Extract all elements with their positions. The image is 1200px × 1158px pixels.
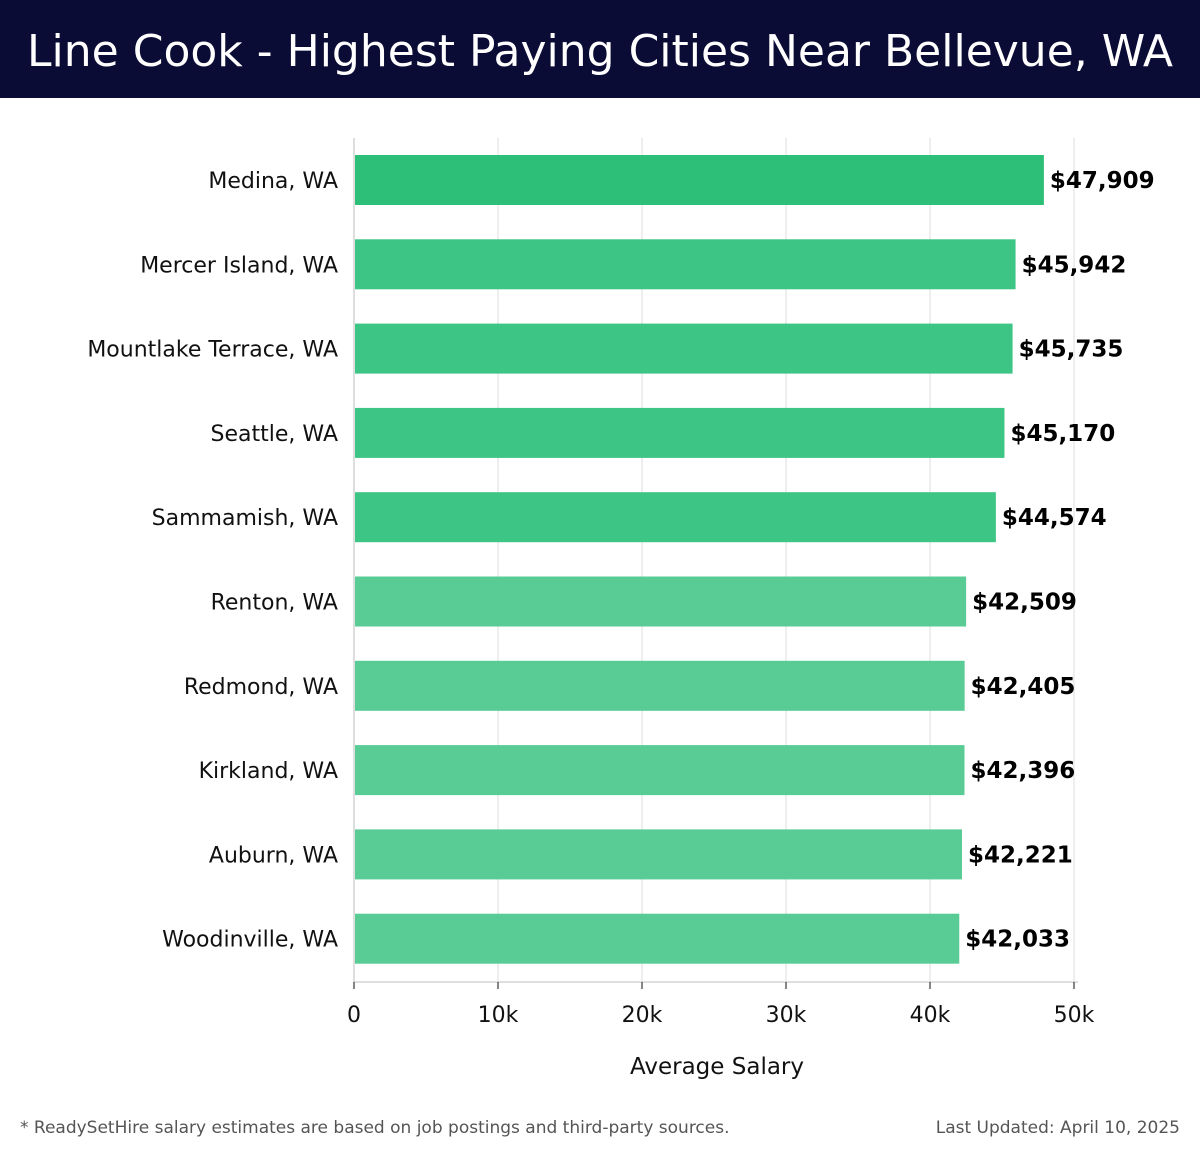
category-label: Mountlake Terrace, WA [87, 338, 338, 363]
footnote: * ReadySetHire salary estimates are base… [20, 1118, 730, 1138]
bar [355, 323, 1013, 374]
category-label: Redmond, WA [184, 675, 338, 700]
bar [355, 745, 965, 796]
x-tick-label: 30k [766, 1003, 807, 1028]
chart-title: Line Cook - Highest Paying Cities Near B… [27, 26, 1173, 77]
category-label: Kirkland, WA [199, 759, 338, 784]
category-label: Auburn, WA [209, 843, 338, 868]
bar [355, 576, 967, 627]
bar [355, 913, 960, 964]
bar [355, 660, 965, 711]
value-label: $42,221 [968, 842, 1073, 868]
value-label: $42,405 [971, 674, 1076, 700]
x-tick-label: 20k [622, 1003, 663, 1028]
value-label: $45,942 [1022, 252, 1127, 278]
value-label: $42,033 [965, 927, 1070, 953]
value-label: $45,735 [1019, 337, 1124, 363]
value-label: $42,396 [971, 758, 1076, 784]
x-axis-title: Average Salary [630, 1054, 804, 1080]
last-updated: Last Updated: April 10, 2025 [935, 1118, 1180, 1138]
value-label: $47,909 [1050, 168, 1155, 194]
bar [355, 492, 996, 543]
bar [355, 829, 962, 880]
chart-header: Line Cook - Highest Paying Cities Near B… [0, 0, 1200, 98]
bar [355, 155, 1044, 205]
value-label: $45,170 [1010, 421, 1115, 447]
category-label: Medina, WA [208, 169, 338, 194]
category-label: Renton, WA [211, 591, 338, 616]
category-label: Seattle, WA [211, 422, 338, 447]
x-tick-label: 40k [910, 1003, 951, 1028]
x-tick-label: 50k [1054, 1003, 1095, 1028]
value-label: $42,509 [972, 590, 1077, 616]
value-label: $44,574 [1002, 505, 1107, 531]
x-tick-label: 0 [347, 1003, 361, 1028]
bar [355, 239, 1016, 290]
category-label: Sammamish, WA [152, 506, 338, 531]
category-label: Mercer Island, WA [140, 253, 338, 278]
x-tick-label: 10k [478, 1003, 519, 1028]
bar [355, 407, 1005, 458]
category-label: Woodinville, WA [162, 928, 338, 953]
